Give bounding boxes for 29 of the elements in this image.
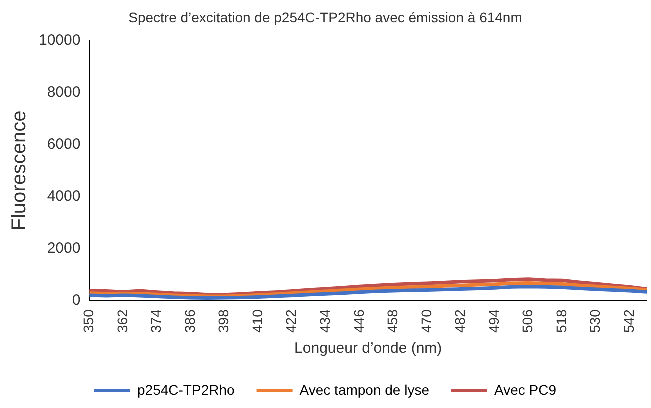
x-tick-label: 542 [620,309,637,333]
y-tick-label: 8000 [47,84,81,101]
x-tick-label: 386 [182,309,198,333]
x-tick-label: 398 [216,309,232,333]
y-tick-label: 10000 [38,32,81,49]
x-axis-title: Longueur d’onde (nm) [294,340,442,358]
x-tick-label: 530 [587,309,604,333]
x-tick-label: 482 [452,309,468,333]
x-tick-label: 422 [283,309,300,333]
y-tick-label: 0 [72,292,81,309]
x-tick-label: 374 [148,309,164,333]
y-tick-label: 4000 [47,188,81,205]
y-axis-title: Fluorescence [8,110,31,231]
x-tick-label: 458 [384,309,401,333]
x-tick-label: 494 [486,309,502,333]
x-tick-label: 470 [418,309,434,333]
legend-label: Avec PC9 [494,382,557,398]
x-tick-label: 410 [249,309,266,333]
x-tick-label: 350 [80,309,97,333]
x-tick-label: 518 [553,309,570,333]
x-tick-label: 434 [316,309,333,333]
legend-label: Avec tampon de lyse [300,382,430,398]
chart-title: Spectre d’excitation de p254C-TP2Rho avec émission à 614nm [128,9,522,26]
legend-label: p254C-TP2Rho [138,382,235,398]
y-tick-label: 2000 [47,240,81,257]
x-tick-label: 506 [520,309,536,333]
x-tick-label: 362 [114,309,130,333]
x-tick-label: 446 [350,309,367,333]
y-tick-label: 6000 [47,136,81,153]
